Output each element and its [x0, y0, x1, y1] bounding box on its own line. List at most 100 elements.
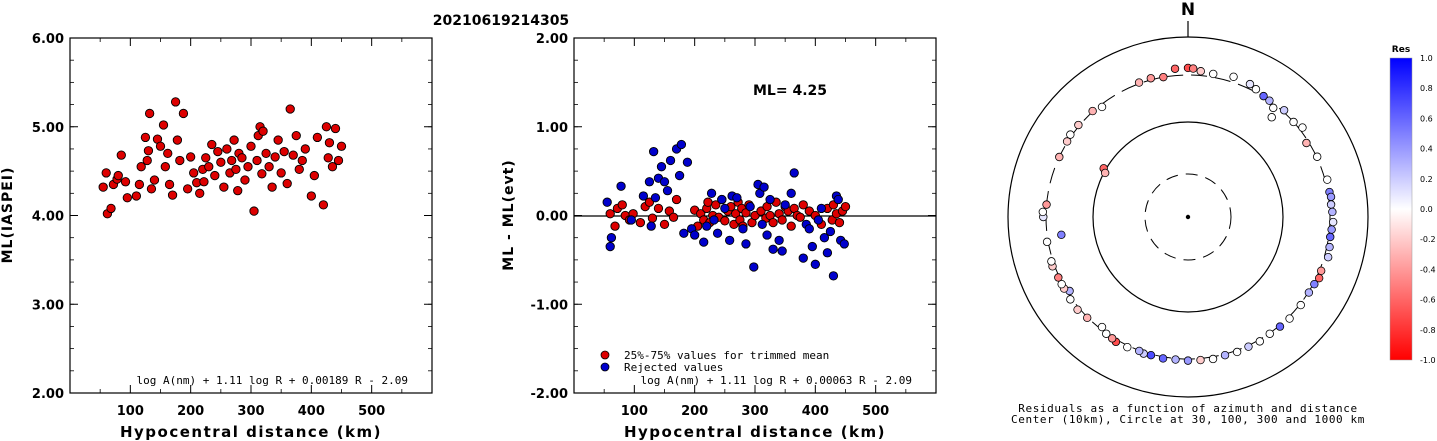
caption-line-2: Center (10km), Circle at 30, 100, 300 an…: [1011, 413, 1365, 426]
data-point: [324, 138, 335, 148]
legend-marker-trimmed: [600, 350, 610, 360]
station-point: [1323, 175, 1332, 184]
data-point-series-1: [650, 193, 661, 203]
data-point: [306, 191, 316, 201]
station-point: [1314, 273, 1324, 283]
data-point: [323, 153, 333, 163]
data-point-series-0: [653, 203, 664, 214]
station-point: [1251, 85, 1261, 94]
station-point: [1279, 106, 1289, 115]
data-point: [164, 179, 175, 190]
y-tick-label: -2.00: [531, 387, 568, 402]
data-point-series-1: [606, 233, 617, 243]
data-point-series-1: [638, 191, 649, 201]
data-point: [142, 155, 152, 166]
data-point-series-1: [833, 194, 843, 205]
data-point: [261, 148, 271, 159]
formula-label: log A(nm) + 1.11 log R + 0.00189 R - 2.0…: [136, 374, 408, 387]
station-point: [1146, 351, 1156, 360]
x-tick-label: 100: [117, 404, 144, 419]
data-point-series-0: [659, 219, 670, 230]
data-point: [204, 162, 214, 172]
data-point: [186, 152, 196, 162]
station-point: [1298, 123, 1307, 132]
station-point: [1102, 329, 1111, 338]
data-point-series-1: [682, 157, 693, 167]
data-point: [140, 132, 151, 143]
data-point: [264, 162, 274, 172]
data-point-series-1: [662, 185, 673, 196]
data-point: [163, 148, 173, 159]
data-point-series-0: [798, 200, 808, 210]
data-point-series-1: [828, 271, 839, 281]
data-point: [229, 135, 239, 145]
station-point: [1042, 237, 1052, 247]
colorbar-tick-label: 0.6: [1420, 114, 1433, 123]
data-point: [207, 139, 217, 150]
station-point: [1062, 137, 1072, 146]
station-point: [1312, 152, 1322, 161]
x-tick-label: 300: [741, 404, 768, 419]
data-point: [273, 135, 283, 145]
station-point: [1183, 356, 1193, 365]
x-tick-label: 100: [621, 404, 648, 419]
data-point-series-1: [712, 228, 723, 238]
data-point: [144, 108, 155, 119]
data-point: [240, 175, 250, 185]
data-point-series-1: [807, 241, 817, 252]
station-point: [1269, 103, 1278, 113]
y-ticks: 2.00 3.00 4.00 5.00 6.00: [32, 32, 432, 402]
data-point-series-1: [819, 233, 830, 243]
data-point-series-1: [659, 177, 670, 187]
station-point: [1188, 64, 1198, 73]
data-point-series-1: [839, 239, 849, 249]
data-point-series-0: [720, 216, 730, 226]
station-point: [1146, 74, 1156, 83]
station-point: [1220, 351, 1230, 360]
data-point: [182, 184, 193, 194]
data-points: [602, 139, 851, 281]
station-point: [1325, 242, 1334, 252]
station-point: [1100, 168, 1110, 178]
data-point-series-1: [798, 253, 808, 263]
plot-frame: [69, 37, 433, 394]
data-point-series-1: [816, 203, 827, 214]
station-point: [1310, 279, 1319, 289]
x-axis-label: Hypocentral distance (km): [624, 423, 886, 441]
station-point: [1209, 69, 1218, 79]
station-point: [1171, 355, 1180, 364]
epicenter-marker: [1185, 214, 1191, 220]
data-point-series-1: [759, 182, 769, 192]
data-point-series-0: [786, 221, 796, 231]
panel-magnitude-vs-distance: 100 200 300 400 500 2.00 3.00 4.00 5.00 6.00 Hyp…: [0, 32, 433, 441]
colorbar-tick-label: -0.8: [1420, 326, 1436, 335]
data-point-series-0: [617, 200, 627, 210]
station-point: [1229, 72, 1238, 81]
data-point: [131, 191, 142, 201]
data-point-series-1: [665, 155, 676, 166]
data-point-series-1: [626, 215, 636, 225]
legend-marker-rejected: [600, 362, 610, 372]
data-point: [333, 155, 344, 166]
y-tick-label: 2.00: [32, 387, 64, 402]
data-point-series-1: [822, 248, 833, 258]
data-point-series-1: [676, 139, 687, 150]
data-point-series-0: [610, 221, 620, 231]
data-point: [143, 146, 154, 156]
x-ticks: 100 200 300 400 500: [99, 38, 403, 419]
station-point: [1265, 96, 1274, 105]
data-point: [216, 157, 226, 167]
data-point: [276, 168, 286, 178]
data-point-series-1: [749, 262, 759, 272]
data-point: [233, 185, 243, 196]
data-point: [189, 168, 199, 178]
data-point-series-1: [679, 228, 689, 238]
data-point-series-1: [690, 230, 700, 240]
station-point: [1328, 207, 1337, 217]
data-point: [249, 206, 259, 216]
data-point-series-1: [699, 237, 709, 247]
station-point: [1255, 337, 1265, 346]
data-point-series-1: [605, 241, 615, 252]
data-point-series-1: [738, 224, 748, 234]
data-point-series-0: [703, 197, 713, 207]
